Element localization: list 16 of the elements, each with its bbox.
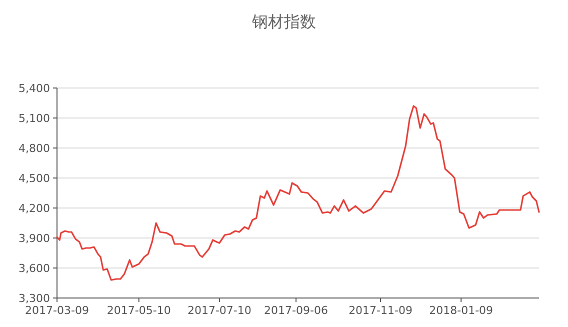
x-tick-label: 2017-11-09	[348, 304, 413, 317]
y-tick-label: 3,300	[18, 292, 50, 305]
y-tick-label: 4,800	[18, 142, 50, 155]
y-tick-label: 5,100	[18, 112, 50, 125]
y-tick-label: 3,900	[18, 232, 50, 245]
y-tick-label: 4,500	[18, 172, 50, 185]
line-series	[56, 105, 540, 281]
x-tick-label: 2017-09-06	[264, 304, 328, 317]
x-tick-label: 2017-03-09	[25, 304, 89, 317]
x-tick-label: 2017-07-10	[187, 304, 252, 317]
x-tick-label: 2017-05-10	[106, 304, 171, 317]
chart-title: 钢材指数	[251, 12, 316, 31]
y-tick-label: 4,200	[18, 202, 50, 215]
x-tick-label: 2018-01-09	[429, 304, 494, 317]
y-tick-label: 3,600	[18, 262, 50, 275]
y-tick-label: 5,400	[18, 82, 50, 95]
